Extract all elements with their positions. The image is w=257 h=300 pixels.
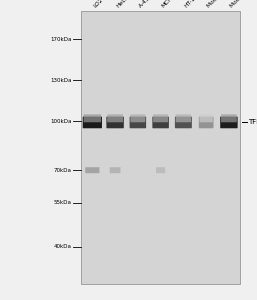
FancyBboxPatch shape bbox=[85, 167, 99, 173]
Text: LO2: LO2 bbox=[92, 0, 104, 9]
FancyBboxPatch shape bbox=[221, 114, 237, 122]
FancyBboxPatch shape bbox=[176, 114, 191, 122]
Text: 55kDa: 55kDa bbox=[54, 200, 72, 206]
FancyBboxPatch shape bbox=[106, 117, 124, 128]
Text: HeLa: HeLa bbox=[115, 0, 129, 9]
FancyBboxPatch shape bbox=[130, 117, 146, 128]
Text: 170kDa: 170kDa bbox=[50, 37, 72, 42]
Text: HT-1080: HT-1080 bbox=[183, 0, 204, 9]
Text: TFIP11: TFIP11 bbox=[248, 119, 257, 125]
FancyBboxPatch shape bbox=[220, 117, 238, 128]
Text: 100kDa: 100kDa bbox=[50, 118, 72, 124]
Text: 40kDa: 40kDa bbox=[54, 244, 72, 249]
FancyBboxPatch shape bbox=[110, 167, 121, 173]
FancyBboxPatch shape bbox=[84, 114, 101, 122]
Text: Mouse liver: Mouse liver bbox=[229, 0, 256, 9]
FancyBboxPatch shape bbox=[130, 114, 145, 122]
FancyBboxPatch shape bbox=[199, 114, 213, 122]
FancyBboxPatch shape bbox=[156, 167, 165, 173]
FancyBboxPatch shape bbox=[152, 117, 169, 128]
Text: A-431: A-431 bbox=[138, 0, 153, 9]
Text: MCF7: MCF7 bbox=[161, 0, 176, 9]
Text: 130kDa: 130kDa bbox=[50, 78, 72, 82]
Text: Mouse brain: Mouse brain bbox=[206, 0, 235, 9]
FancyBboxPatch shape bbox=[175, 117, 192, 128]
Text: 70kDa: 70kDa bbox=[54, 168, 72, 173]
FancyBboxPatch shape bbox=[199, 117, 214, 128]
FancyBboxPatch shape bbox=[83, 117, 102, 128]
FancyBboxPatch shape bbox=[153, 114, 168, 122]
FancyBboxPatch shape bbox=[107, 114, 123, 122]
Bar bbox=[81, 11, 240, 284]
